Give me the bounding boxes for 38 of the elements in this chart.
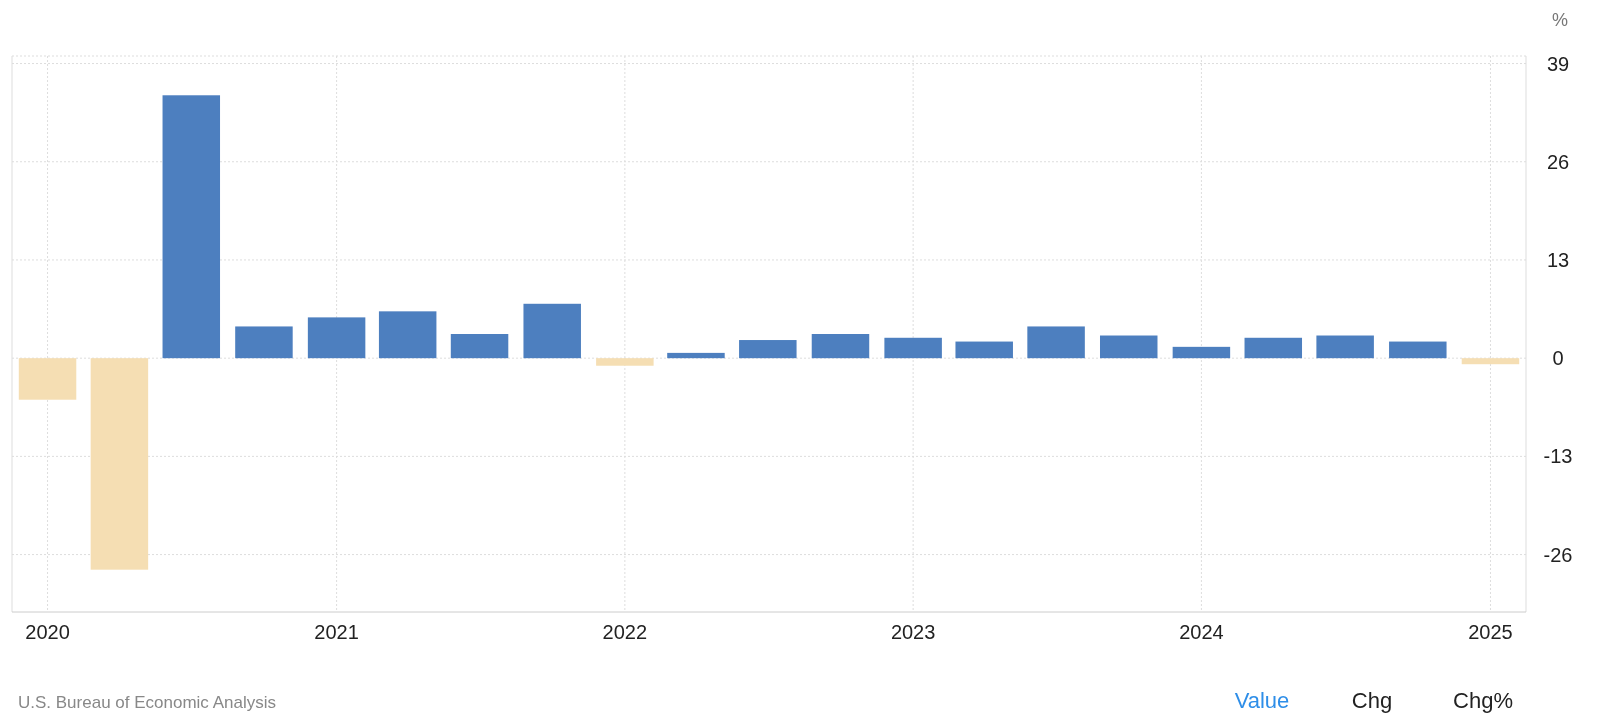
bar [1461, 358, 1520, 365]
text: Value [1234, 688, 1290, 713]
bar [307, 317, 366, 359]
x-tick-label: 2024 [1179, 621, 1224, 643]
bar [450, 334, 509, 359]
x-tick-label: 2021 [314, 621, 359, 643]
bar [162, 95, 221, 359]
bar [596, 358, 654, 366]
x-tick-label: 2025 [1468, 621, 1513, 643]
y-axis-title: % [1551, 10, 1569, 30]
bar [523, 303, 581, 359]
text: U.S. Bureau of Economic Analysis [18, 693, 276, 712]
bar [884, 337, 942, 359]
bar [1389, 341, 1447, 359]
text: Chg [1351, 688, 1393, 713]
bar [811, 334, 870, 359]
bar [378, 311, 437, 359]
y-tick-label: -13 [1543, 445, 1573, 468]
bar [1172, 346, 1231, 359]
y-tick-label: -26 [1543, 543, 1573, 566]
bar [235, 326, 293, 359]
text: Chg% [1453, 688, 1513, 713]
x-tick-label: 2023 [890, 621, 936, 643]
bar [955, 341, 1013, 359]
x-tick-label: 2022 [602, 621, 648, 643]
y-tick-label: 0 [1552, 347, 1564, 370]
bar [1244, 337, 1303, 359]
x-tick-label: 2020 [25, 621, 70, 643]
bar [667, 352, 725, 359]
bar [90, 358, 149, 570]
bar [1027, 326, 1085, 359]
bar [1316, 335, 1374, 359]
y-tick-label: 39 [1546, 52, 1570, 75]
bar [739, 340, 797, 359]
y-tick-label: 26 [1546, 150, 1570, 173]
bar [18, 358, 77, 400]
bar [1099, 335, 1158, 359]
y-tick-label: 13 [1546, 248, 1570, 271]
